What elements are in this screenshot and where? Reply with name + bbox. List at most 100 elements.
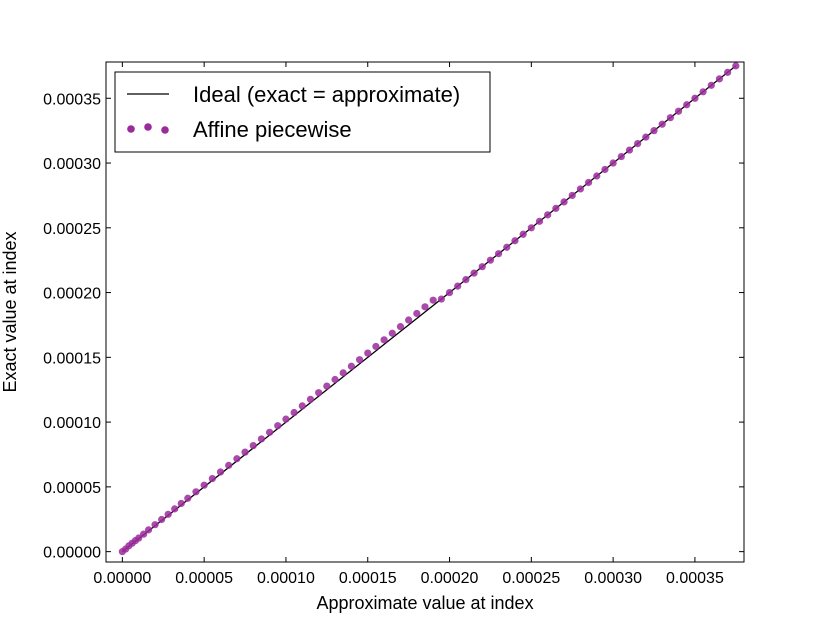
- ideal-line-layer: [121, 65, 737, 553]
- affine-point: [544, 211, 552, 219]
- affine-point: [715, 75, 724, 83]
- x-tick-label: 0.00015: [339, 570, 397, 587]
- affine-point: [519, 230, 527, 238]
- affine-point: [249, 441, 257, 450]
- affine-point: [164, 510, 172, 518]
- affine-point: [699, 88, 707, 96]
- y-tick-label: 0.00000: [43, 545, 101, 562]
- y-tick-label: 0.00015: [43, 350, 101, 367]
- affine-point: [323, 382, 331, 390]
- affine-point: [144, 526, 153, 534]
- affine-point: [135, 534, 143, 542]
- affine-point: [691, 94, 699, 102]
- x-tick-label: 0.00025: [502, 570, 560, 587]
- x-tick-label: 0.00035: [666, 570, 724, 587]
- x-tick-label: 0.00005: [175, 570, 233, 587]
- affine-point: [339, 369, 347, 377]
- affine-point: [282, 415, 290, 423]
- legend-affine-marker-2: [144, 123, 152, 131]
- affine-point: [454, 282, 462, 290]
- y-tick-label: 0.00025: [43, 221, 101, 238]
- affine-point: [421, 303, 429, 311]
- affine-point: [724, 68, 732, 76]
- affine-point: [707, 81, 715, 89]
- affine-point: [233, 455, 241, 463]
- affine-point: [658, 120, 666, 128]
- affine-point: [445, 288, 454, 297]
- affine-point: [241, 448, 249, 456]
- affine-point: [405, 316, 413, 324]
- affine-point: [478, 263, 486, 271]
- affine-point: [200, 481, 208, 489]
- legend-affine-marker-1: [127, 125, 135, 133]
- affine-point: [642, 133, 650, 141]
- affine-point: [208, 474, 216, 483]
- x-tick-label: 0.00020: [421, 570, 479, 587]
- affine-point: [225, 461, 233, 469]
- affine-point: [380, 336, 388, 344]
- y-tick-label: 0.00020: [43, 286, 101, 303]
- affine-point: [388, 329, 396, 337]
- affine-point: [265, 428, 274, 436]
- affine-point: [184, 494, 192, 502]
- affine-point: [151, 521, 159, 529]
- affine-point: [171, 505, 179, 513]
- affine-point: [355, 356, 364, 364]
- affine-point: [674, 107, 683, 115]
- affine-point: [584, 178, 593, 187]
- affine-point: [634, 140, 642, 148]
- affine-point: [650, 127, 658, 135]
- scatter-layer: [118, 62, 740, 556]
- affine-point: [601, 165, 609, 174]
- plot-area-frame: [105, 61, 745, 563]
- affine-point: [511, 237, 519, 245]
- legend-affine-marker-3: [161, 126, 169, 134]
- affine-point: [625, 146, 634, 154]
- legend-box: [114, 71, 491, 153]
- affine-point: [568, 191, 576, 200]
- affine-point: [298, 402, 306, 410]
- affine-point: [257, 435, 266, 443]
- x-tick-label: 0.00030: [584, 570, 642, 587]
- affine-point: [527, 224, 535, 232]
- affine-point: [486, 256, 495, 264]
- y-axis-ticks: 0.00000 0.00005 0.00010 0.00015 0.00020 0.000…: [43, 91, 744, 562]
- affine-point: [593, 172, 601, 180]
- affine-point: [315, 389, 323, 397]
- affine-point: [503, 243, 511, 251]
- affine-point: [413, 309, 421, 318]
- affine-point: [560, 198, 568, 206]
- x-axis-ticks: 0.00000 0.00005 0.00010 0.00015 0.00020 0.000…: [93, 62, 724, 587]
- affine-point: [437, 295, 445, 303]
- affine-point: [576, 185, 585, 193]
- x-axis-label: Approximate value at index: [316, 593, 533, 613]
- legend-affine-label: Affine piecewise: [193, 117, 352, 142]
- affine-point: [290, 408, 298, 417]
- legend-ideal-label: Ideal (exact = approximate): [193, 82, 460, 107]
- y-tick-label: 0.00030: [43, 156, 101, 173]
- affine-point: [683, 101, 691, 109]
- affine-point: [274, 422, 282, 430]
- ideal-series-line: [121, 65, 737, 553]
- affine-point: [470, 269, 478, 277]
- y-tick-label: 0.00005: [43, 480, 101, 497]
- affine-point: [177, 499, 185, 508]
- affine-point: [617, 152, 625, 161]
- affine-point: [364, 349, 372, 357]
- y-tick-label: 0.00010: [43, 415, 101, 432]
- affine-point: [552, 204, 560, 212]
- affine-point: [609, 159, 617, 167]
- affine-point: [158, 515, 166, 524]
- affine-point: [331, 375, 339, 384]
- affine-point: [732, 62, 740, 70]
- affine-point: [495, 250, 503, 258]
- affine-point: [347, 362, 355, 370]
- affine-point: [666, 114, 674, 122]
- affine-point: [535, 217, 544, 225]
- affine-point: [372, 342, 380, 351]
- affine-point: [462, 276, 470, 284]
- y-axis-label: Exact value at index: [0, 231, 20, 392]
- affine-point: [396, 323, 405, 331]
- affine-point: [306, 395, 315, 403]
- x-tick-label: 0.00000: [93, 570, 151, 587]
